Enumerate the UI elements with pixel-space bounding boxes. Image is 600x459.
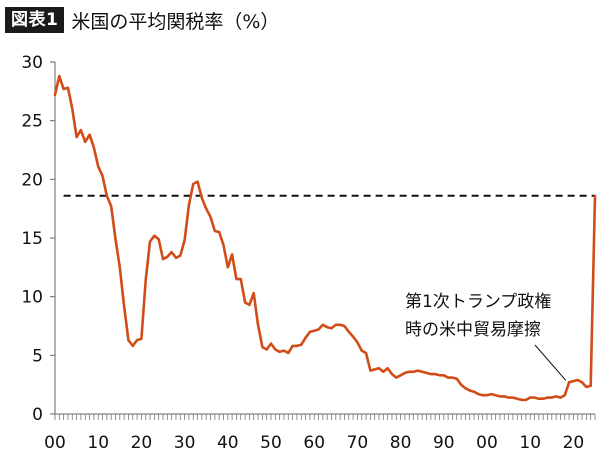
annotation-text: 時の米中貿易摩擦: [405, 320, 541, 340]
y-tick-label: 30: [21, 53, 43, 73]
y-tick-label: 0: [32, 405, 43, 425]
y-axis: 0 5 10 15 20 25 30: [21, 53, 56, 425]
y-tick-label: 15: [21, 229, 43, 249]
chart-header: 図表1 米国の平均関税率（%）: [5, 5, 279, 35]
x-axis: 00 10 20 30 40 50 60 70 80 90 00 10 20: [44, 413, 596, 453]
x-tick-label: 70: [347, 433, 369, 453]
y-tick-label: 20: [21, 170, 43, 190]
series-group: [53, 74, 597, 402]
y-tick-label: 10: [21, 288, 43, 308]
x-tick-label: 20: [563, 433, 585, 453]
x-tick-label: 10: [519, 433, 541, 453]
y-tick-label: 25: [21, 112, 43, 132]
x-tick-label: 90: [433, 433, 455, 453]
annotation-leader-line: [534, 344, 567, 381]
x-tick-label: 60: [303, 433, 325, 453]
x-tick-label: 00: [44, 433, 66, 453]
y-tick-label: 5: [32, 346, 43, 366]
x-tick-label: 00: [476, 433, 498, 453]
annotation-text: 第1次トランプ政権: [405, 292, 551, 312]
x-tick-label: 20: [131, 433, 153, 453]
tariff-rate-line: [53, 74, 597, 402]
x-tick-label: 50: [260, 433, 282, 453]
chart-title: 米国の平均関税率（%）: [71, 10, 280, 33]
x-tick-label: 80: [390, 433, 412, 453]
x-tick-label: 40: [217, 433, 239, 453]
x-tick-label: 10: [87, 433, 109, 453]
x-tick-label: 30: [174, 433, 196, 453]
figure-number-badge: 図表1: [5, 7, 65, 33]
